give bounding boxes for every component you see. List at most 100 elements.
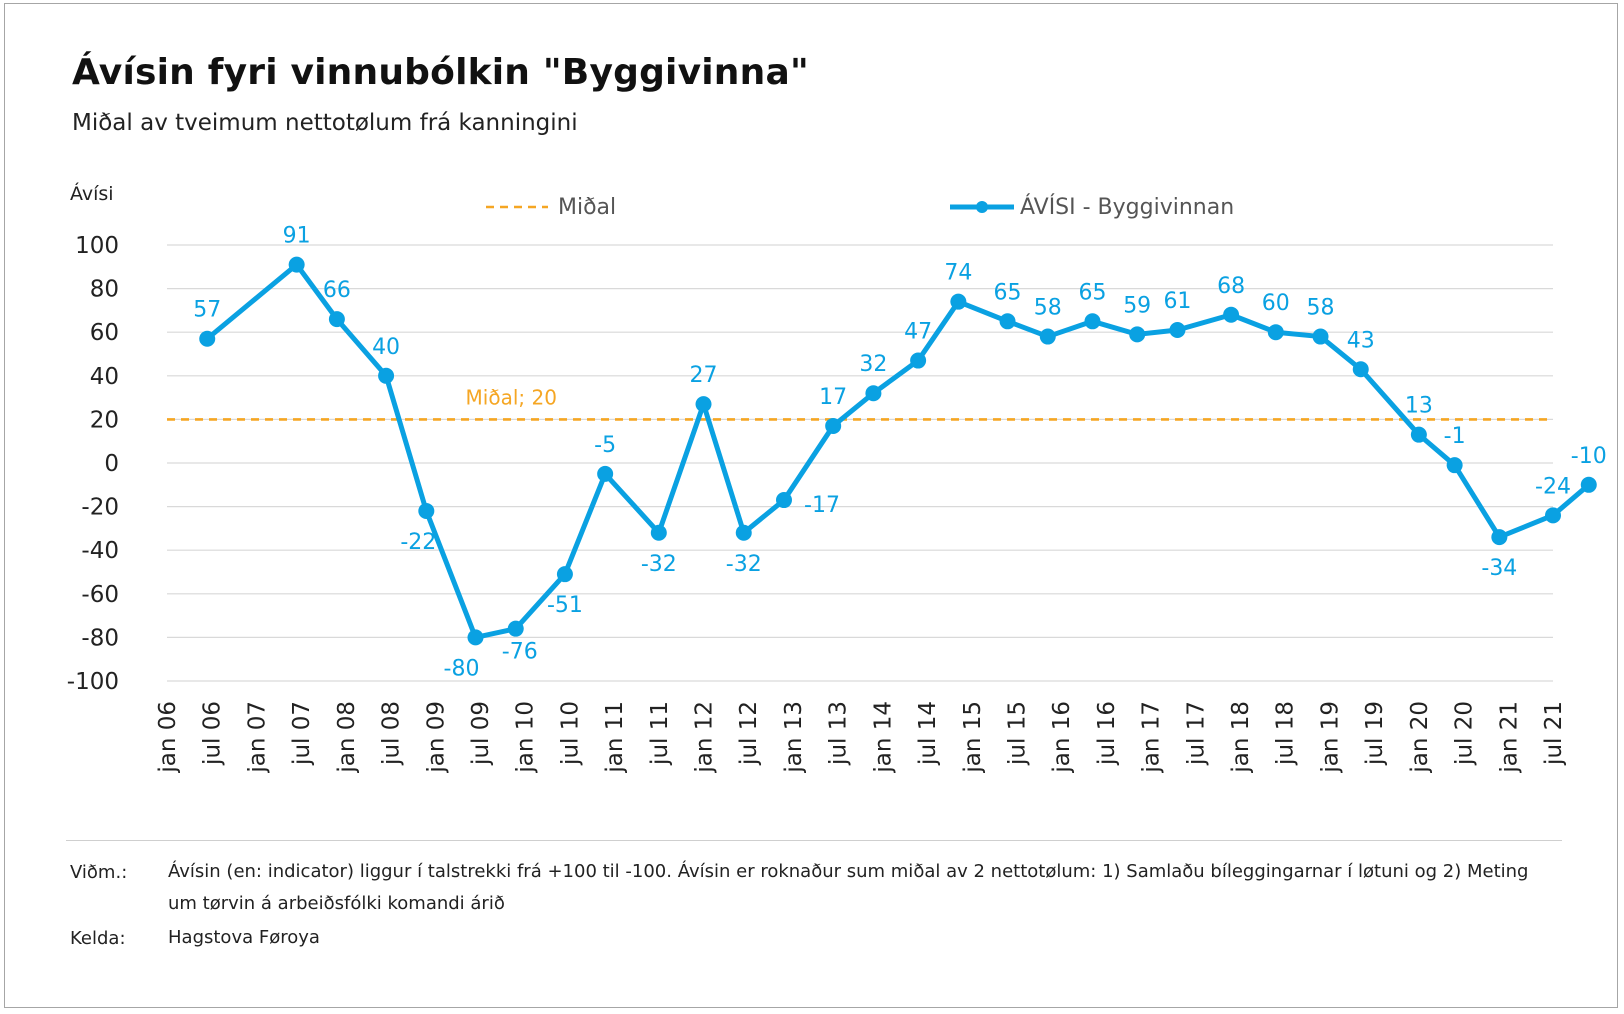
x-tick-label: jan 18 xyxy=(1228,701,1254,774)
data-label: -22 xyxy=(400,530,436,555)
data-point xyxy=(556,566,573,583)
legend-series-label: ÁVÍSI - Byggivinnan xyxy=(1020,194,1234,220)
data-point xyxy=(328,311,345,328)
data-point xyxy=(650,524,667,541)
x-tick-label: jan 19 xyxy=(1317,701,1343,774)
data-label: 66 xyxy=(323,278,351,303)
x-axis-ticks: jan 06 jul 06 jan 07 jul 07 jan 08 jul 08 jan … xyxy=(155,701,1567,774)
x-tick-label: jul 07 xyxy=(289,701,315,766)
data-point xyxy=(597,465,614,482)
data-label: 58 xyxy=(1307,296,1335,321)
y-tick-label: -60 xyxy=(81,582,119,608)
data-point xyxy=(910,352,927,369)
legend-average-label: Miðal xyxy=(558,195,616,220)
legend: Miðal ÁVÍSI - Byggivinnan xyxy=(486,194,1234,220)
data-point xyxy=(1039,328,1056,345)
data-label: -51 xyxy=(547,593,583,618)
data-point xyxy=(1352,361,1369,378)
data-label: 57 xyxy=(193,298,221,323)
data-label: -34 xyxy=(1481,556,1517,581)
average-annotation: Miðal; 20 xyxy=(466,385,557,409)
y-tick-label: 20 xyxy=(90,407,119,433)
note-text-line2: um tørvin á arbeiðsfólki komandi árið xyxy=(168,893,505,914)
data-label: 32 xyxy=(859,352,887,377)
chart-frame xyxy=(4,3,1618,1008)
line-chart: 100 80 60 40 20 0 -20 -40 -60 -80 -100 jan 06 jul 0… xyxy=(67,194,1607,774)
data-label: -32 xyxy=(726,552,762,577)
series-line xyxy=(204,262,1592,640)
data-point xyxy=(999,313,1016,330)
data-point xyxy=(695,396,712,413)
data-point xyxy=(507,620,524,637)
x-tick-label: jan 07 xyxy=(244,701,270,774)
data-point xyxy=(1580,476,1597,493)
x-tick-label: jan 20 xyxy=(1407,701,1433,774)
source-text: Hagstova Føroya xyxy=(168,927,320,948)
data-point xyxy=(1223,306,1240,323)
x-tick-label: jan 15 xyxy=(960,701,986,774)
data-point xyxy=(950,293,967,310)
x-tick-label: jul 12 xyxy=(736,701,762,766)
data-label: 47 xyxy=(904,320,932,345)
x-tick-label: jul 18 xyxy=(1273,701,1299,766)
data-point xyxy=(865,385,882,402)
data-point xyxy=(1169,322,1186,339)
y-tick-label: 40 xyxy=(90,364,119,390)
data-label: 43 xyxy=(1347,328,1375,353)
chart-subtitle: Miðal av tveimum nettotølum frá kanningi… xyxy=(72,110,578,136)
data-point xyxy=(1446,457,1463,474)
x-tick-label: jul 19 xyxy=(1362,701,1388,766)
y-tick-label: -20 xyxy=(81,495,119,521)
data-label: 27 xyxy=(690,363,718,388)
data-point xyxy=(1545,507,1561,524)
data-labels: 57 91 66 40 -22 -80 -76 -51 -5 -32 27 -32 -17 17 32 47 7… xyxy=(193,224,1606,682)
data-label: 58 xyxy=(1034,296,1062,321)
x-tick-label: jan 09 xyxy=(423,701,449,774)
x-tick-label: jul 06 xyxy=(200,701,226,766)
data-point xyxy=(199,330,216,347)
x-tick-label: jul 08 xyxy=(379,701,405,766)
data-label: 60 xyxy=(1262,291,1290,316)
data-point xyxy=(1267,324,1284,341)
data-label: 91 xyxy=(283,224,311,249)
data-point xyxy=(1084,313,1101,330)
x-tick-label: jul 20 xyxy=(1452,701,1478,766)
y-axis-ticks: 100 80 60 40 20 0 -20 -40 -60 -80 -100 xyxy=(67,233,119,695)
data-label: -76 xyxy=(502,640,538,665)
x-tick-label: jul 14 xyxy=(915,701,941,766)
x-tick-label: jul 11 xyxy=(647,701,673,766)
y-tick-label: 80 xyxy=(90,277,119,303)
data-label: -1 xyxy=(1444,424,1466,449)
data-point xyxy=(1410,426,1427,443)
data-label: 74 xyxy=(944,261,972,286)
x-tick-label: jan 14 xyxy=(870,701,896,774)
data-point xyxy=(378,367,395,384)
x-tick-label: jan 12 xyxy=(692,701,718,774)
y-axis-label: Ávísi xyxy=(70,183,114,205)
data-label: 65 xyxy=(1078,280,1106,305)
y-tick-label: -100 xyxy=(67,669,119,695)
data-label: 40 xyxy=(372,335,400,360)
source-label: Kelda: xyxy=(70,928,126,949)
data-label: -80 xyxy=(444,656,480,681)
footer-divider xyxy=(66,840,1562,841)
data-label: -32 xyxy=(641,552,677,577)
data-label: 17 xyxy=(819,385,847,410)
x-tick-label: jul 10 xyxy=(557,701,583,766)
x-tick-label: jul 09 xyxy=(468,701,494,766)
data-point xyxy=(1312,328,1329,345)
x-tick-label: jan 13 xyxy=(781,701,807,774)
x-tick-label: jan 06 xyxy=(155,701,181,774)
x-tick-label: jan 08 xyxy=(334,701,360,774)
data-point xyxy=(1491,529,1508,546)
data-label: -10 xyxy=(1571,444,1607,469)
x-tick-label: jan 17 xyxy=(1139,701,1165,774)
y-tick-label: 100 xyxy=(75,233,119,259)
data-point xyxy=(825,417,842,434)
grid-lines xyxy=(167,244,1553,682)
data-label: 65 xyxy=(994,280,1022,305)
data-label: 61 xyxy=(1163,289,1191,314)
data-label: -17 xyxy=(804,493,840,518)
x-tick-label: jul 15 xyxy=(1004,701,1030,766)
y-tick-label: 60 xyxy=(90,320,119,346)
